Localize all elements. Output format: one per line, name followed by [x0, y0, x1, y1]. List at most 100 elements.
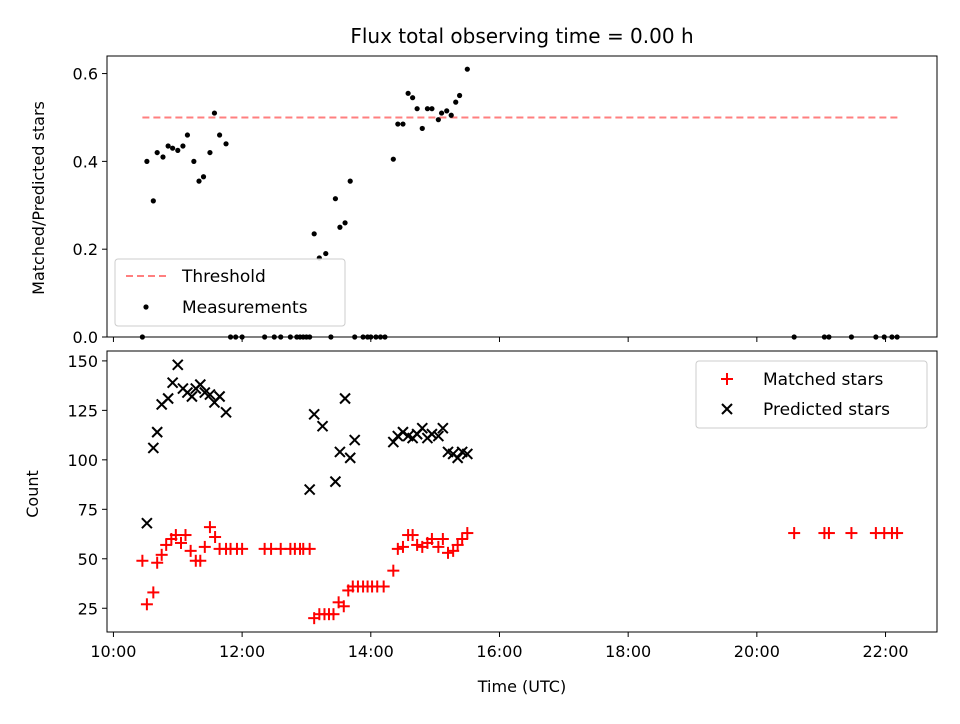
measurement-point	[456, 92, 463, 99]
measurement-point	[337, 224, 343, 230]
top-ylabel: Matched/Predicted stars	[29, 101, 48, 295]
measurement-point	[390, 156, 396, 162]
measurement-point	[207, 149, 213, 156]
y-tick-label: 0.0	[73, 328, 98, 347]
y-tick-label: 125	[67, 401, 98, 420]
top-legend: Threshold Measurements	[114, 258, 346, 327]
chart-title: Flux total observing time = 0.00 h	[350, 24, 693, 48]
matched-legend-label: Matched stars	[763, 370, 883, 390]
predicted-point	[451, 452, 464, 464]
measurement-point	[435, 117, 441, 123]
measurements-legend-label: Measurements	[182, 298, 308, 318]
measurement-point	[180, 143, 186, 149]
matched-point	[425, 532, 438, 545]
top-plot: 0.0 0.2 0.4 0.6	[73, 55, 938, 347]
measurement-point	[419, 125, 425, 132]
measurement-point	[170, 145, 176, 151]
predicted-point	[329, 475, 342, 488]
matched-point	[432, 540, 445, 553]
matched-point	[198, 540, 211, 553]
matched-point	[147, 586, 160, 599]
matched-point	[337, 600, 350, 613]
predicted-point	[339, 392, 351, 405]
x-tick-label: 12:00	[219, 642, 265, 661]
predicted-point	[151, 426, 163, 438]
predicted-point	[147, 442, 160, 454]
x-tick-label: 16:00	[476, 642, 522, 661]
measurement-point	[448, 112, 454, 118]
measurement-point	[347, 178, 353, 184]
predicted-point	[186, 390, 198, 403]
y-tick-label: 75	[78, 500, 98, 519]
matched-point	[391, 542, 404, 555]
predicted-point	[437, 422, 449, 434]
predicted-point	[432, 430, 445, 442]
x-tick-label: 20:00	[734, 642, 780, 661]
matched-point	[236, 542, 249, 555]
predicted-point	[172, 359, 184, 371]
plot-frame	[106, 350, 938, 633]
predicted-point	[416, 422, 428, 434]
bottom-ylabel: Count	[23, 470, 42, 518]
predicted-point	[344, 452, 356, 464]
measurement-point	[414, 106, 420, 112]
x-tick-label: 14:00	[348, 642, 394, 661]
predicted-point	[194, 378, 207, 391]
predicted-point	[334, 446, 346, 458]
measurement-point	[323, 250, 329, 257]
matched-point	[406, 529, 419, 542]
matched-point	[461, 527, 474, 540]
matched-point	[788, 527, 801, 540]
matched-point	[155, 548, 168, 561]
measurement-point	[154, 149, 160, 156]
measurement-point	[400, 121, 406, 127]
measurement-point	[410, 95, 416, 101]
matched-point	[442, 546, 455, 559]
matched-point	[436, 532, 449, 545]
measurement-point	[453, 99, 459, 105]
bottom-legend: Matched stars Predicted stars	[695, 360, 928, 429]
measurement-point	[191, 158, 197, 164]
predicted-legend-swatch	[721, 403, 733, 415]
y-tick-label: 150	[67, 352, 98, 371]
matched-point	[327, 608, 340, 621]
measurement-point	[160, 154, 166, 160]
measurement-point	[395, 121, 401, 127]
predicted-point	[349, 434, 361, 446]
matched-point	[377, 580, 390, 593]
matched-point	[203, 521, 216, 534]
y-tick-label: 0.6	[73, 65, 98, 84]
measurement-point	[175, 147, 181, 153]
y-tick-label: 0.4	[73, 152, 98, 171]
top-legend-box	[114, 258, 346, 327]
matched-point	[174, 536, 187, 549]
predicted-point	[220, 406, 232, 419]
predicted-point	[308, 408, 320, 421]
matched-legend-swatch	[721, 373, 733, 385]
measurement-point	[342, 220, 348, 226]
predicted-point	[387, 436, 400, 448]
x-tick-label: 22:00	[862, 642, 908, 661]
measurement-point	[223, 141, 229, 147]
matched-point	[891, 527, 904, 540]
measurement-point	[216, 132, 223, 138]
predicted-point	[141, 517, 153, 529]
measurement-point	[200, 174, 207, 180]
measurement-point	[332, 196, 339, 202]
predicted-point	[204, 388, 216, 401]
y-tick-label: 50	[78, 550, 98, 569]
x-tick-label: 18:00	[605, 642, 651, 661]
matched-point	[387, 564, 400, 577]
measurement-point	[424, 106, 431, 112]
measurement-point	[211, 110, 218, 116]
matched-point	[822, 527, 835, 540]
predicted-point	[461, 448, 474, 460]
matched-point	[396, 540, 409, 553]
bottom-plot: 25 50 75 100 125 150 10:00 12:00 14:00 16:00 18:00…	[67, 350, 938, 661]
matched-point	[184, 544, 197, 557]
measurement-point	[405, 90, 411, 96]
matched-point	[303, 542, 316, 555]
measurements-legend-swatch	[143, 304, 149, 310]
